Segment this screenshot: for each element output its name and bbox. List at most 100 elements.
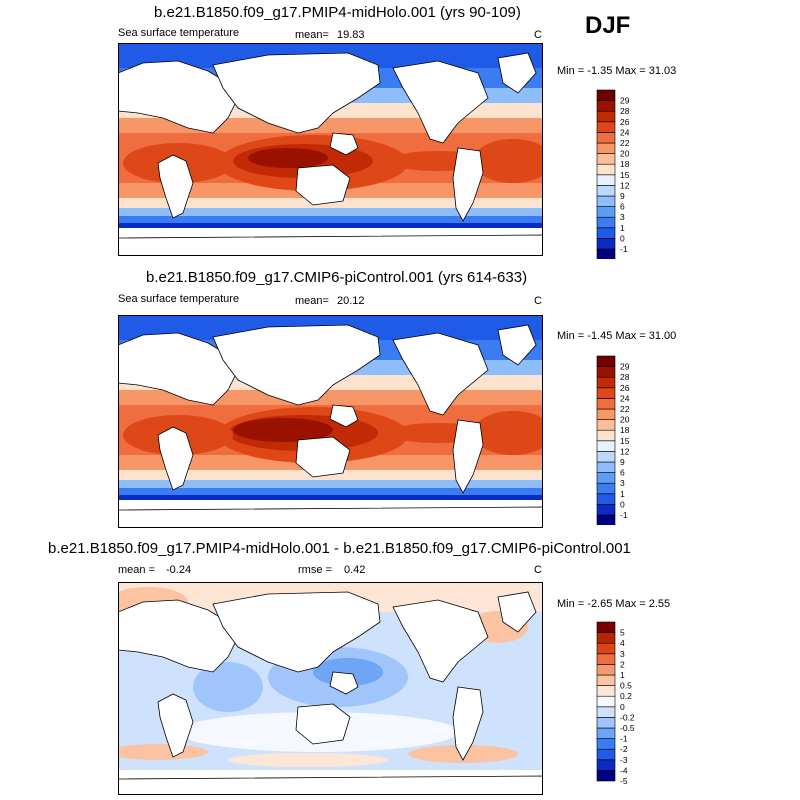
panel-1-land xyxy=(118,52,543,256)
panel-2-colorbar-box xyxy=(596,440,616,452)
panel-2-colorbar-box xyxy=(596,472,616,484)
panel-1-max-label: Max = xyxy=(615,65,646,77)
panel-2-colorbar-box xyxy=(596,398,616,410)
panel-3-colorbar-label: 3 xyxy=(620,649,625,659)
panel-1-mean-label: mean= xyxy=(295,29,329,41)
panel-3-max-label: Max = xyxy=(615,598,646,610)
panel-3-colorbar-label: 4 xyxy=(620,638,625,648)
panel-3-colorbar-box xyxy=(596,632,616,644)
panel-1-colorbar-box xyxy=(596,185,616,197)
panel-1-colorbar-label: 12 xyxy=(620,180,630,190)
panel-2-colorbar-label: 12 xyxy=(620,446,630,456)
panel-2-colorbar-label: 1 xyxy=(620,489,625,499)
panel-1-colorbar-box xyxy=(596,153,616,165)
panel-1-colorbar-box xyxy=(596,195,616,207)
season-label: DJF xyxy=(585,12,631,39)
panel-3-land xyxy=(118,591,543,795)
panel-3-colorbar-label: -3 xyxy=(620,755,628,765)
panel-3-min-value: -2.65 xyxy=(587,598,613,610)
panel-1-map-frame xyxy=(118,43,543,256)
panel-3-colorbar-box xyxy=(596,738,616,750)
panel-3-colorbar-label: 0.5 xyxy=(620,681,632,691)
panel-1-colorbar-label: 26 xyxy=(620,117,630,127)
panel-3-map xyxy=(118,582,543,795)
panel-2-min-value: -1.45 xyxy=(587,330,613,342)
panel-1-colorbar-label: 15 xyxy=(620,170,630,180)
panel-1-units: C xyxy=(534,29,542,41)
panel-3-colorbar-label: -2 xyxy=(620,744,628,754)
panel-1-colorbar-box xyxy=(596,110,616,123)
panel-1-colorbar-label: 29 xyxy=(620,96,630,106)
panel-3-colorbar-box xyxy=(596,653,616,665)
panel-1-colorbar-box xyxy=(596,100,616,112)
panel-2-min-label: Min = xyxy=(557,330,585,342)
panel-3-colorbar-label: -1 xyxy=(620,734,628,744)
panel-1-colorbar-label: -1 xyxy=(620,244,628,254)
panel-1-colorbar-box xyxy=(596,238,616,250)
panel-2-colorbar-label: 29 xyxy=(620,362,630,372)
panel-1-colorbar-label: 24 xyxy=(620,127,630,137)
panel-2-colorbar-box xyxy=(596,387,616,399)
panel-3-colorbar-box xyxy=(596,621,616,633)
panel-2-colorbar-box xyxy=(596,419,616,431)
panel-3-colorbar-box xyxy=(596,759,616,771)
panel-2-colorbar-box xyxy=(596,461,616,473)
panel-2-colorbar-label: 15 xyxy=(620,436,630,446)
panel-2-colorbar-box xyxy=(596,504,616,516)
panel-1-colorbar-box xyxy=(596,163,616,176)
panel-2-max-value: 31.00 xyxy=(648,330,677,342)
panel-3-colorbar-box xyxy=(596,717,616,729)
panel-3-minmax: Min = -2.65 Max = 2.55 xyxy=(557,598,670,610)
panel-3-title: b.e21.B1850.f09_g17.PMIP4-midHolo.001 - … xyxy=(48,540,631,557)
panel-3-colorbar-label: 0 xyxy=(620,702,625,712)
panel-2-colorbar-box xyxy=(596,482,616,495)
panel-2-mean-label: mean= xyxy=(295,295,329,307)
panel-3-rmse-label: rmse = xyxy=(298,564,332,576)
panel-3-mean-label: mean = xyxy=(118,564,155,576)
panel-3-colorbar-box xyxy=(596,748,616,761)
panel-2-colorbar-box xyxy=(596,493,616,505)
panel-3-colorbar-label: -0.5 xyxy=(620,723,635,733)
panel-2-colorbar-label: 28 xyxy=(620,372,630,382)
panel-1-colorbar-box xyxy=(596,89,616,101)
panel-2-colorbar-label: 20 xyxy=(620,415,630,425)
panel-2-colorbar-label: 24 xyxy=(620,393,630,403)
panel-1-colorbar-label: 9 xyxy=(620,191,625,201)
panel-2-map-frame xyxy=(118,315,543,528)
panel-3-colorbar-box xyxy=(596,642,616,655)
panel-3-colorbar-label: -4 xyxy=(620,765,628,775)
panel-3-colorbar-box xyxy=(596,695,616,708)
panel-1-colorbar-label: 28 xyxy=(620,106,630,116)
panel-2-colorbar-label: 6 xyxy=(620,468,625,478)
panel-1-colorbar-box xyxy=(596,121,616,133)
panel-2-colorbar-box xyxy=(596,366,616,378)
panel-1-colorbar-box xyxy=(596,227,616,239)
panel-2-colorbar-label: 3 xyxy=(620,478,625,488)
panel-2-colorbar-label: 26 xyxy=(620,383,630,393)
panel-1-variable-label: Sea surface temperature xyxy=(118,27,240,39)
panel-2-colorbar-label: -1 xyxy=(620,510,628,520)
panel-3-colorbar-label: 2 xyxy=(620,659,625,669)
panel-1-colorbar-box xyxy=(596,132,616,144)
panel-2-colorbar-box xyxy=(596,514,616,525)
panel-1-mean-value: 19.83 xyxy=(337,29,365,41)
panel-2-minmax: Min = -1.45 Max = 31.00 xyxy=(557,330,676,342)
panel-1-min-label: Min = xyxy=(557,65,585,77)
panel-3-colorbar-label: 5 xyxy=(620,628,625,638)
panel-2-colorbar-box xyxy=(596,451,616,463)
panel-3-colorbar-label: -0.2 xyxy=(620,712,635,722)
panel-2-title: b.e21.B1850.f09_g17.CMIP6-piControl.001 … xyxy=(146,269,528,286)
panel-2-colorbar-box xyxy=(596,429,616,442)
panel-3-colorbar-label: 1 xyxy=(620,670,625,680)
panel-2-variable-label: Sea surface temperature xyxy=(118,293,240,305)
panel-2-colorbar-box xyxy=(596,376,616,389)
panel-1-colorbar-label: 0 xyxy=(620,233,625,243)
panel-1-colorbar-box xyxy=(596,206,616,218)
panel-2-map xyxy=(118,315,543,528)
panel-3-colorbar-box xyxy=(596,685,616,697)
panel-1-colorbar-label: 18 xyxy=(620,159,630,169)
panel-2-mean-value: 20.12 xyxy=(337,295,365,307)
panel-1-colorbar-box xyxy=(596,174,616,186)
panel-2-units: C xyxy=(534,295,542,307)
